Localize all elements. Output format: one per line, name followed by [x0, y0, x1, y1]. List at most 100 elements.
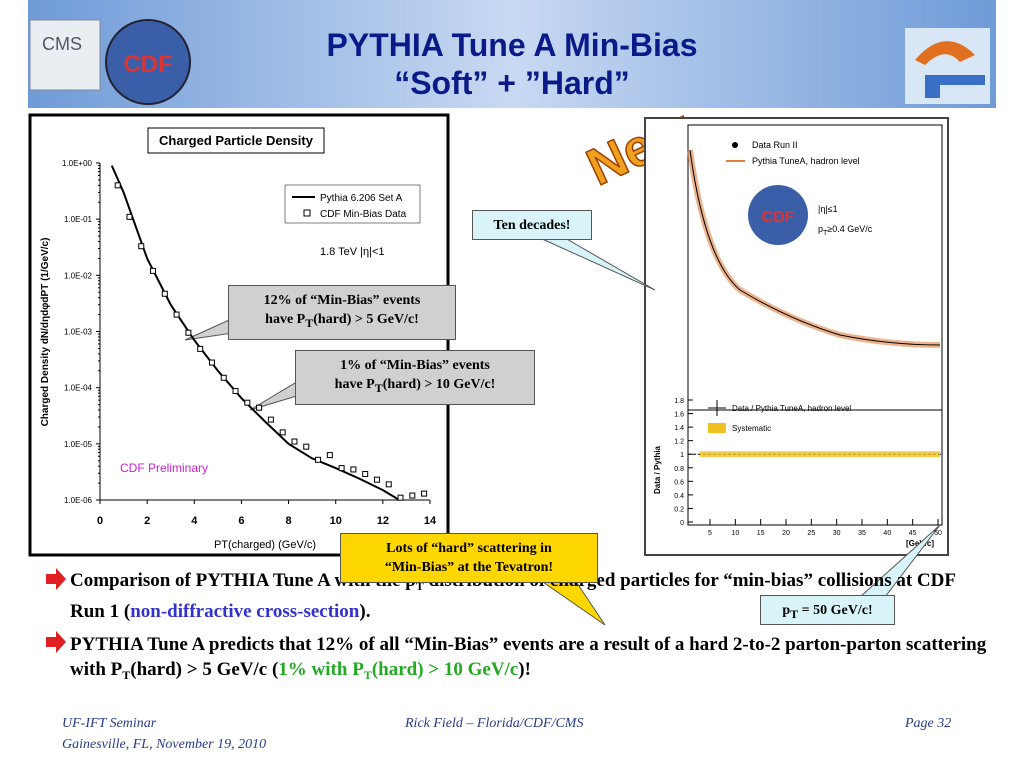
legend-box: [284, 184, 421, 224]
right-logo-shape: [925, 75, 985, 98]
callout: 1% of “Min-Bias” events have PT(hard) > 1…: [295, 350, 535, 405]
title: “Soft” + ”Hard”: [394, 65, 630, 101]
data-point: [161, 290, 168, 297]
data-point: [350, 466, 357, 473]
y-tick-label: 0.8: [674, 466, 684, 473]
data-point: [291, 438, 298, 445]
callout-text: 12% of “Min-Bias” events: [263, 293, 421, 308]
data-point: [315, 456, 322, 463]
y-tick-label: 0.4: [674, 493, 684, 500]
x-tick-label: 4: [191, 515, 198, 527]
bullet-text: non-diffractive cross-section: [130, 601, 360, 622]
footer-right: Page 32: [905, 716, 952, 731]
data-point: [150, 267, 157, 274]
footer-center: Rick Field – Florida/CDF/CMS: [405, 716, 584, 731]
y-tick-label: 0.2: [674, 506, 684, 513]
x-tick-label: 6: [238, 515, 244, 527]
right-logo-shape: [915, 41, 975, 65]
footer-left: Gainesville, FL, November 19, 2010: [62, 737, 267, 752]
annotation: 1.8 TeV |η|<1: [320, 246, 385, 258]
data-point: [232, 388, 239, 395]
y-tick-label: 1.0E-01: [64, 215, 93, 224]
x-tick-label: 2: [144, 515, 150, 527]
cdf-logo-small: [748, 185, 808, 245]
cut-part: T: [823, 230, 828, 237]
y-tick-label: 1: [680, 452, 684, 459]
data-point: [185, 329, 192, 336]
title: PYTHIA Tune A Min-Bias: [327, 27, 698, 63]
data-point: [373, 476, 380, 483]
bullet-text: 1% with P: [278, 659, 364, 680]
data-point: [197, 345, 204, 352]
data-point: [244, 399, 251, 406]
data-point: [362, 471, 369, 478]
x-tick-label: 15: [757, 530, 765, 537]
legend-square: [303, 209, 311, 217]
callout: Ten decades!: [472, 210, 592, 240]
bullet-text: T: [363, 668, 372, 682]
callout-text: 1% of “Min-Bias” events: [340, 358, 490, 373]
x-tick-label: 40: [883, 530, 891, 537]
callout-text: Lots of “hard” scattering in: [386, 541, 552, 556]
bullet-text: (hard) > 10 GeV/c: [371, 659, 519, 680]
cdf-logo-text: CDF: [762, 209, 795, 226]
cdf-logo-text: CDF: [123, 51, 172, 78]
y-tick-label: 1.0E-03: [64, 328, 93, 337]
data-point: [114, 182, 121, 189]
x-tick-label: 5: [708, 530, 712, 537]
data-point: [421, 490, 428, 497]
x-tick-label: 0: [97, 515, 103, 527]
data-point: [338, 465, 345, 472]
y-axis-label: Charged Density dN/dηdφdPT (1/GeV/c): [40, 238, 51, 427]
bullet-arrow: [46, 568, 66, 590]
data-point: [279, 429, 286, 436]
callout: pT = 50 GeV/c!: [760, 595, 895, 625]
cms-logo: [29, 19, 101, 91]
pythia-curve: [110, 165, 400, 501]
x-tick-label: 8: [286, 515, 292, 527]
x-tick-label: 25: [807, 530, 815, 537]
y-tick-label: 1.0E+00: [62, 159, 93, 168]
annotation: CDF Preliminary: [120, 461, 208, 475]
bullet-arrow: [46, 631, 66, 653]
data-point: [208, 359, 215, 366]
y-tick-label: 1.0E-05: [64, 440, 93, 449]
data-point: [267, 416, 274, 423]
legend-label: Systematic: [732, 424, 771, 433]
callout-text: = 50 GeV/c!: [798, 603, 873, 618]
cut-part: p: [818, 224, 823, 234]
x-tick-label: 12: [377, 515, 389, 527]
legend-label: CDF Min-Bias Data: [320, 209, 407, 220]
cdf-logo: [105, 19, 191, 105]
y-tick-label: 1.6: [674, 412, 684, 419]
callout-text: have P: [265, 312, 306, 327]
bullet-text: T: [415, 579, 424, 593]
left-chart-title: Charged Particle Density: [159, 133, 314, 148]
footer-left: UF-IFT Seminar: [62, 716, 157, 731]
data-point: [385, 481, 392, 488]
bullet: PYTHIA Tune A predicts that 12% of all “…: [70, 632, 990, 688]
x-tick-label: 50: [934, 530, 942, 537]
callout-text: T: [790, 607, 799, 621]
bullet-text: (hard) > 5 GeV/c (: [130, 659, 279, 680]
data-point: [409, 492, 416, 499]
data-point: [303, 443, 310, 450]
y-tick-label: 1.8: [674, 398, 684, 405]
x-tick-label: 45: [909, 530, 917, 537]
x-tick-label: 35: [858, 530, 866, 537]
cms-logo-text: CMS: [42, 34, 82, 54]
callout-text: (hard) > 5 GeV/c!: [313, 312, 419, 327]
callout-text: T: [305, 316, 314, 330]
bullet-text: T: [122, 668, 131, 682]
callout: 12% of “Min-Bias” events have PT(hard) > …: [228, 285, 456, 340]
y-tick-label: 1.4: [674, 425, 684, 432]
x-tick-label: 20: [782, 530, 790, 537]
y-tick-label: 1.0E-02: [64, 271, 93, 280]
data-point: [138, 243, 145, 250]
legend-label: Pythia 6.206 Set A: [320, 193, 403, 204]
data-point: [173, 311, 180, 318]
x-tick-label: 14: [424, 515, 437, 527]
y-tick-label: 1.0E-06: [64, 496, 93, 505]
x-tick-label: 10: [731, 530, 739, 537]
